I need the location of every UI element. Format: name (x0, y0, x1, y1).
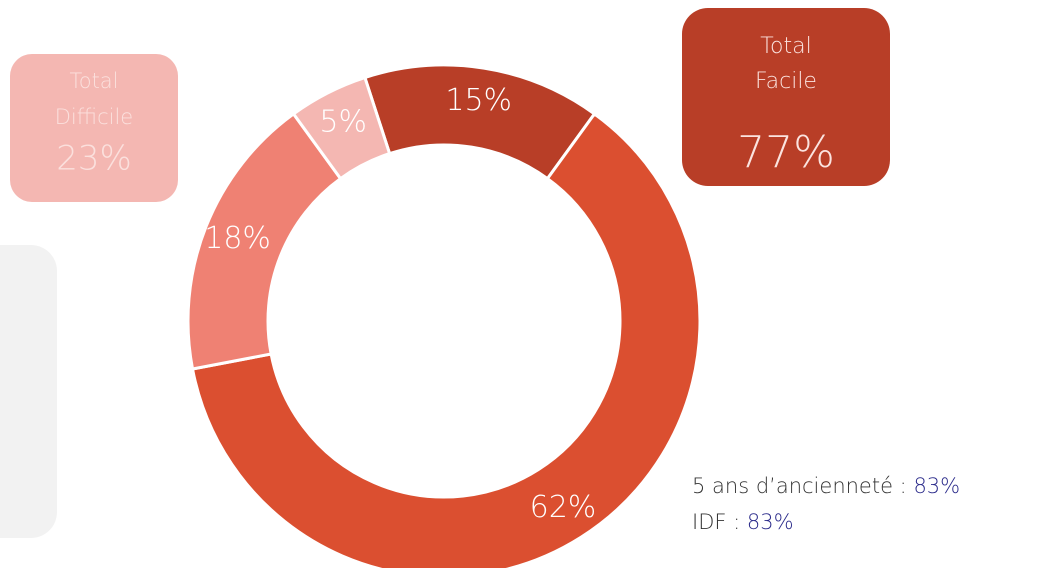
data-label: 62% (530, 490, 597, 525)
box-value: 77% (737, 127, 835, 178)
donut-segment (291, 75, 392, 181)
note-text: 5 ans d’ancienneté : (692, 474, 913, 498)
side-panel (0, 245, 57, 538)
data-label: 18% (204, 221, 271, 256)
box-label: Total (760, 34, 811, 59)
data-label: 15% (445, 83, 512, 118)
data-label: 5% (319, 105, 367, 140)
note-value: 83% (747, 510, 794, 534)
note-value: 83% (913, 474, 960, 498)
box-label: Facile (755, 69, 817, 94)
box-label: Total (69, 69, 118, 93)
note: 5 ans d’ancienneté : 83% (692, 474, 960, 498)
note: IDF : 83% (692, 510, 794, 534)
note-text: IDF : (692, 510, 747, 534)
donut-segment (190, 111, 702, 568)
box-label: Difficile (55, 105, 133, 129)
box-value: 23% (56, 139, 132, 179)
total-hard-box (10, 54, 178, 202)
total-easy-box (682, 8, 890, 186)
